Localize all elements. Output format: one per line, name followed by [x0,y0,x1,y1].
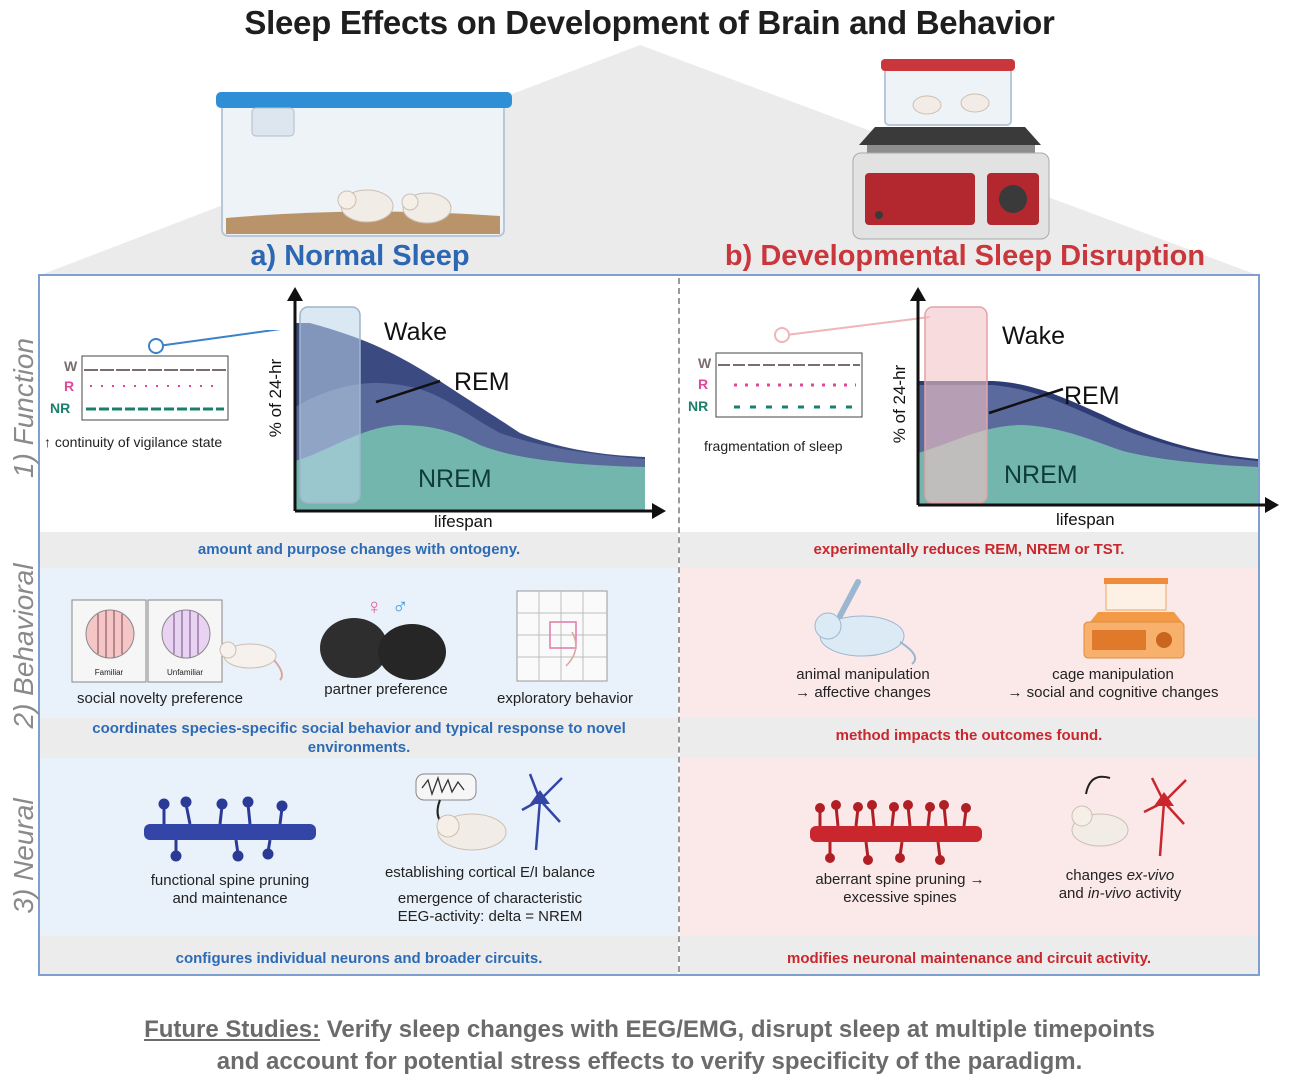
spine-pruning-normal-line2: and maintenance [172,890,288,907]
disrupted-chart-nrem-label: NREM [1004,461,1078,489]
normal-cage-illustration [216,92,512,237]
panel-a-title: a) Normal Sleep [250,240,470,272]
male-symbol: ♂ [392,594,409,619]
normal-hypnogram-caption: ↑ continuity of vigilance state [44,434,223,450]
animal-manipulation-line1: animal manipulation [796,666,930,683]
neural-band-disrupted: modifies neuronal maintenance and circui… [787,950,1151,967]
normal-chart-ylabel: % of 24-hr [266,358,285,438]
disrupted-chart-wake-label: Wake [1002,322,1065,350]
hypnogram-label-w-disrupted: W [698,355,712,371]
row-label-function: 1) Function [8,337,39,479]
normal-dendrite-spines-icon [144,796,316,862]
exploratory-behavior-label: exploratory behavior [497,690,633,707]
normal-hypnogram [81,330,282,421]
open-field-grid-icon [516,590,608,682]
hypnogram-label-w: W [64,358,78,374]
changes-activity-line1: changes ex-vivo [1065,867,1175,884]
spine-pruning-disrupted-line1: aberrant spine pruning → [815,871,985,888]
eeg-mouse-neuron-icon [415,773,563,851]
normal-chart-rem-label: REM [454,368,510,396]
animal-manipulation-icon [814,579,916,665]
cage-manipulation-line2: → social and cognitive changes [1007,684,1219,701]
function-band-normal: amount and purpose changes with ontogeny… [197,541,521,558]
normal-chart-nrem-label: NREM [418,465,492,493]
ei-balance-line3: EEG-activity: delta = NREM [397,908,583,925]
disrupted-chart-xlabel: lifespan [1056,510,1115,529]
disrupted-chart-rem-label: REM [1064,382,1120,410]
shaker-cage-illustration [852,59,1050,240]
main-frame [38,274,1260,976]
spine-pruning-normal-line1: functional spine pruning [150,872,310,889]
hypnogram-label-r-disrupted: R [698,376,709,392]
social-novelty-cages-icon [71,599,283,683]
ei-balance-line1: establishing cortical E/I balance [384,864,596,881]
hypnogram-label-nr-disrupted: NR [688,398,709,414]
normal-sleep-chart [287,287,666,519]
disrupted-hypnogram-caption: fragmentation of sleep [704,438,843,454]
future-studies-line1: Future Studies: Verify sleep changes wit… [144,1016,1155,1043]
cage-manipulation-line1: cage manipulation [1052,666,1174,683]
animal-manipulation-line2: → affective changes [795,684,931,701]
behavioral-band-normal: coordinates species-specific social beha… [92,720,626,756]
future-studies-line2: and account for potential stress effects… [216,1048,1083,1075]
row-label-behavioral: 2) Behavioral [8,563,39,729]
cage-label-unfamiliar: Unfamiliar [166,668,203,677]
disrupted-chart-ylabel: % of 24-hr [890,364,909,444]
neural-band-normal: configures individual neurons and broade… [175,950,543,967]
cage-manipulation-icon [1083,578,1185,659]
page-title: Sleep Effects on Development of Brain an… [244,4,1055,41]
disrupted-dendrite-spines-icon [810,800,982,865]
behavioral-band-disrupted: method impacts the outcomes found. [835,727,1103,744]
normal-chart-wake-label: Wake [384,318,447,346]
panel-b-title: b) Developmental Sleep Disruption [724,240,1206,272]
female-symbol: ♀ [366,594,383,619]
cage-label-familiar: Familiar [94,668,124,677]
partner-voles-icon [320,618,446,680]
spine-pruning-disrupted-line2: excessive spines [843,889,957,906]
partner-preference-label: partner preference [324,681,448,698]
panel-divider [678,278,680,972]
normal-chart-xlabel: lifespan [434,512,493,531]
row-label-neural: 3) Neural [8,798,39,914]
disrupted-sleep-chart [910,287,1279,513]
function-band-disrupted: experimentally reduces REM, NREM or TST. [813,541,1125,558]
ei-balance-line2: emergence of characteristic [397,890,583,907]
recording-mouse-neuron-icon [1071,775,1187,857]
future-studies-lead: Future Studies: [144,1016,321,1043]
changes-activity-line2: and in-vivo activity [1058,885,1182,902]
disrupted-hypnogram [715,316,931,418]
social-novelty-label: social novelty preference [77,690,243,707]
hypnogram-label-r: R [64,378,75,394]
hypnogram-label-nr: NR [50,400,71,416]
